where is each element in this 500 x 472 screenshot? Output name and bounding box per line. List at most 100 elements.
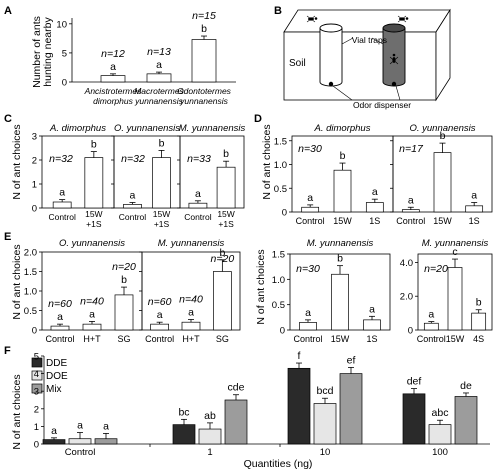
sample-size-label: n=33	[187, 153, 211, 165]
vial-trap-left	[319, 23, 343, 87]
bar	[100, 75, 126, 83]
panel-a-ylabel-line2: hunting nearby	[42, 17, 54, 87]
bar	[50, 325, 70, 331]
significance-letter: a	[428, 309, 434, 321]
y-tick-label: 2.0	[400, 292, 413, 303]
significance-letter: b	[121, 274, 127, 286]
x-category-label: H+T	[182, 334, 200, 344]
panel-letter-c: C	[4, 113, 12, 125]
y-tick-label: 1.0	[274, 160, 287, 171]
y-tick-label: 1.5	[24, 267, 37, 278]
panel-e-chart: 0 0.5 1.0 1.5 2.0 a a b O. yunnanensis n=60 n=40 n=…	[24, 238, 241, 344]
x-category-label: +1S	[218, 219, 234, 229]
bar	[301, 206, 320, 213]
sample-size-label: n=17	[399, 143, 424, 155]
odor-dispenser-label: Odor dispenser	[353, 100, 411, 110]
significance-letter: f	[298, 350, 301, 362]
significance-letter: b	[476, 297, 482, 309]
x-category-label: 1	[207, 447, 212, 458]
panel-f: F N of ant choices Quantities (ng) DDE DO…	[4, 345, 490, 470]
x-category-label: 1S	[469, 216, 480, 226]
significance-letter: b	[219, 247, 225, 259]
y-tick-label: 0	[32, 326, 37, 337]
bar	[471, 312, 487, 331]
sample-size-label: n=30	[296, 263, 320, 275]
bar	[465, 205, 484, 213]
y-tick-label: 4	[34, 369, 39, 380]
significance-letter: a	[103, 420, 109, 432]
panel-e2: N of ant choices 0 0.5 1.0 1.5 a b a M. yunnane…	[255, 238, 493, 344]
significance-letter: b	[440, 130, 446, 142]
subchart-title: O. yunnanensis	[59, 238, 125, 249]
panel-f-ylabel: N of ant choices	[11, 374, 23, 449]
subchart-title: M. yunnanensis	[422, 238, 489, 249]
y-tick-label: 0.5	[274, 184, 287, 195]
bar	[433, 152, 452, 213]
y-tick-label: 3	[34, 387, 39, 398]
panel-d-ylabel: N of ant choices	[261, 124, 273, 199]
panel-f-legend: DDE DOE Mix	[31, 357, 68, 395]
significance-letter: b	[337, 253, 343, 265]
y-tick-label: 5	[62, 48, 67, 59]
significance-letter: c	[452, 246, 457, 258]
panel-letter-a: A	[4, 5, 12, 17]
x-category-label: dimorphus	[93, 96, 133, 106]
bar	[68, 438, 92, 445]
significance-letter: b	[340, 150, 346, 162]
bar	[114, 294, 134, 331]
x-category-label: Control	[417, 334, 446, 344]
y-tick-label: 4.0	[400, 258, 413, 269]
significance-letter: b	[159, 137, 165, 149]
y-tick-label: 0.5	[272, 300, 285, 311]
bar	[333, 169, 352, 213]
subchart-title: M. yunnanensis	[158, 238, 225, 249]
bar	[454, 396, 478, 445]
sample-size-label: n=12	[101, 48, 125, 60]
y-tick-label: 2.0	[24, 248, 37, 259]
y-tick-label: 5	[34, 352, 39, 363]
legend-swatch	[31, 370, 43, 381]
panel-letter-e: E	[4, 231, 11, 243]
legend-label: DOE	[46, 371, 68, 382]
significance-letter: bcd	[317, 385, 334, 397]
significance-letter: de	[460, 380, 472, 392]
bar	[401, 209, 420, 213]
bar	[198, 428, 222, 445]
bar	[213, 271, 232, 331]
x-category-label: 100	[432, 447, 448, 458]
x-category-label: Control	[296, 216, 325, 226]
sample-size-label: n=60	[148, 296, 172, 308]
bar	[188, 202, 208, 209]
x-category-label: 15W	[85, 209, 102, 219]
bar	[428, 424, 452, 445]
bar	[447, 267, 463, 331]
subchart-title: O. yunnanensis	[114, 123, 180, 134]
significance-letter: a	[305, 307, 311, 319]
bar	[146, 73, 172, 83]
bar	[42, 439, 66, 445]
bar	[152, 157, 171, 209]
x-category-label: 15W	[433, 216, 452, 226]
x-category-label: yunnanensis	[134, 96, 183, 106]
y-tick-label: 1.5	[274, 136, 287, 147]
y-tick-label: 10	[56, 19, 67, 30]
subchart-title: A. dimorphus	[49, 123, 106, 134]
sample-size-label: n=15	[192, 10, 216, 22]
x-category-label: Control	[48, 212, 76, 222]
x-category-label: Control	[145, 334, 174, 344]
legend-label: DDE	[46, 358, 67, 369]
subchart-title: M. yunnanensis	[307, 238, 374, 249]
x-category-label: 15W	[331, 334, 350, 344]
bar	[150, 323, 169, 331]
sample-size-label: n=32	[49, 153, 73, 165]
subchart-title: A. dimorphus	[314, 123, 371, 134]
significance-letter: a	[77, 420, 83, 432]
panel-c: C N of ant choices 0 1 2 3 a b A. dimorphus n=3…	[4, 113, 246, 229]
significance-letter: a	[188, 306, 194, 318]
y-tick-label: 0.5	[24, 306, 37, 317]
significance-letter: a	[372, 186, 378, 198]
significance-letter: a	[195, 188, 201, 200]
significance-letter: a	[156, 59, 162, 71]
